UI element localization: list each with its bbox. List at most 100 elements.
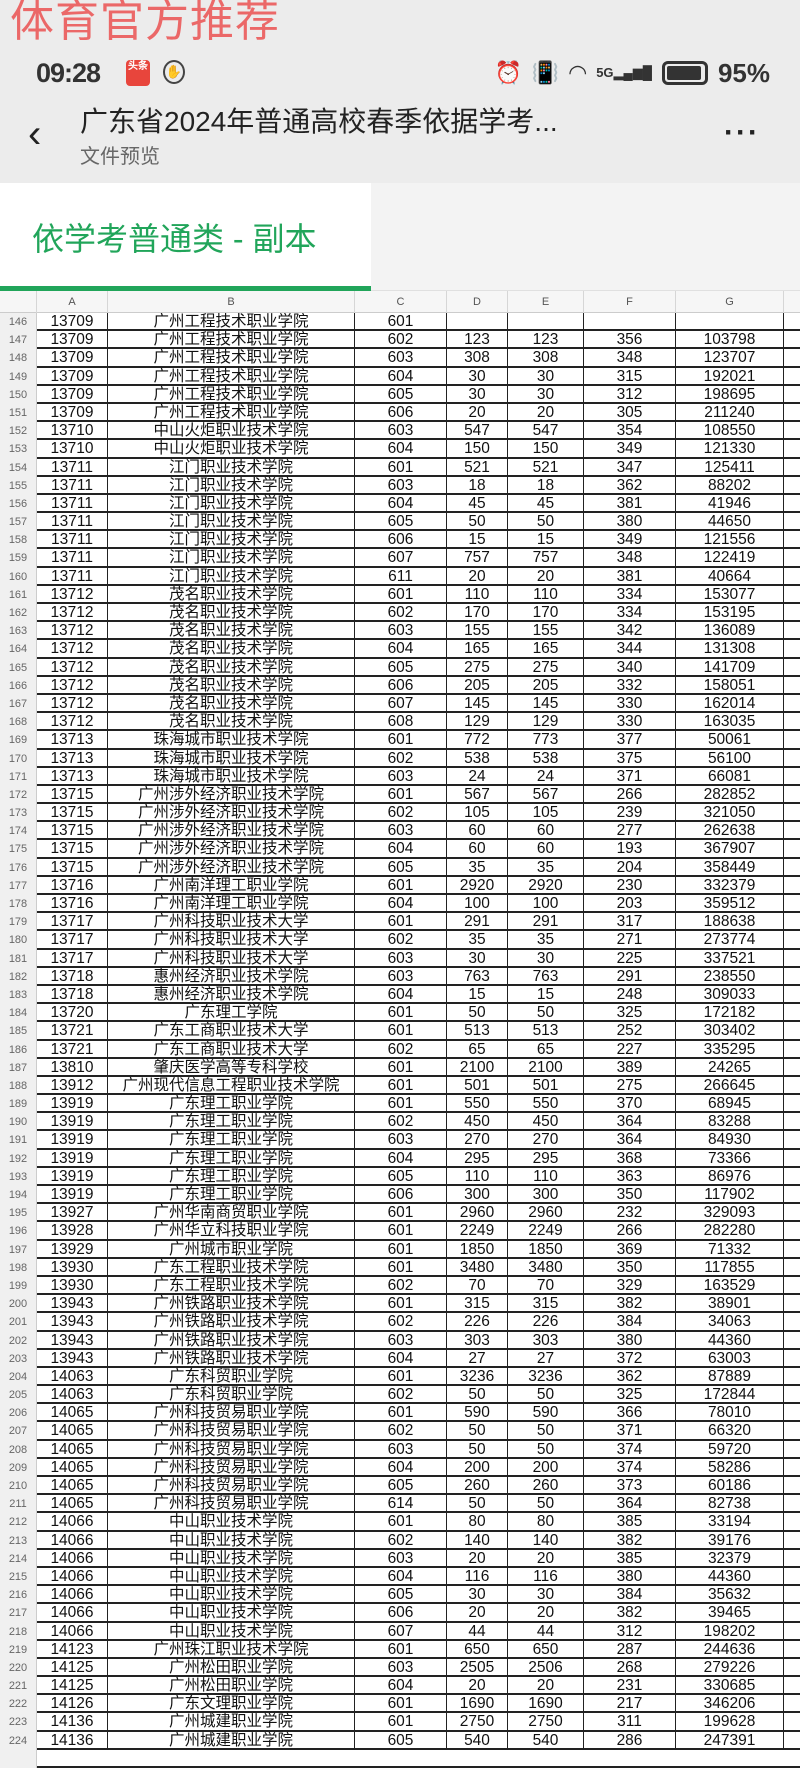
table-cell[interactable]: 603: [355, 822, 447, 841]
table-cell[interactable]: 广州涉外经济职业技术学院: [108, 785, 355, 805]
table-cell[interactable]: 605: [355, 513, 447, 532]
table-row[interactable]: 202 13943 广州铁路职业技术学院 603 303 303 380 44360: [0, 1331, 800, 1350]
table-cell[interactable]: 273774: [676, 931, 784, 950]
table-cell[interactable]: 中山火炬职业技术学院: [108, 440, 355, 459]
table-cell[interactable]: 165: [508, 640, 584, 659]
table-cell[interactable]: 356: [584, 331, 676, 350]
table-cell[interactable]: 24265: [676, 1058, 784, 1077]
table-cell[interactable]: 601: [355, 1076, 447, 1096]
table-cell[interactable]: 757: [508, 549, 584, 568]
table-cell[interactable]: 550: [508, 1095, 584, 1114]
table-cell[interactable]: 广东科贸职业学院: [108, 1367, 355, 1387]
table-cell[interactable]: 604: [355, 1677, 447, 1696]
more-icon[interactable]: ···: [724, 116, 760, 149]
spreadsheet-grid[interactable]: 146 13709 广州工程技术职业学院 601 147 13709 广州工程技术职业学院 6…: [0, 313, 800, 1768]
table-cell[interactable]: 330: [584, 713, 676, 732]
table-cell[interactable]: 332: [584, 676, 676, 695]
table-cell[interactable]: 13919: [37, 1095, 108, 1114]
table-cell[interactable]: 13712: [37, 658, 108, 677]
column-header[interactable]: E: [508, 291, 584, 313]
table-cell[interactable]: 162014: [676, 694, 784, 714]
corner-cell[interactable]: [0, 291, 37, 313]
table-cell[interactable]: 192021: [676, 367, 784, 386]
table-row[interactable]: 223 14136 广州城建职业学院 601 2750 2750 311 199628: [0, 1713, 800, 1732]
table-row[interactable]: 190 13919 广东理工职业学院 602 450 450 364 83288: [0, 1113, 800, 1132]
table-cell[interactable]: 39176: [676, 1531, 784, 1550]
table-cell[interactable]: 603: [355, 1549, 447, 1568]
table-cell[interactable]: 广州工程技术职业学院: [108, 349, 355, 368]
table-row[interactable]: 204 14063 广东科贸职业学院 601 3236 3236 362 87889: [0, 1367, 800, 1387]
table-cell[interactable]: 14066: [37, 1531, 108, 1550]
table-cell[interactable]: 136089: [676, 622, 784, 641]
table-cell[interactable]: 13919: [37, 1113, 108, 1132]
table-cell[interactable]: 373: [584, 1477, 676, 1496]
table-cell[interactable]: 605: [355, 658, 447, 677]
table-cell[interactable]: 567: [447, 785, 508, 805]
table-cell[interactable]: 279226: [676, 1658, 784, 1678]
table-cell[interactable]: 广州科技贸易职业学院: [108, 1495, 355, 1514]
column-header[interactable]: B: [108, 291, 355, 313]
table-cell[interactable]: 60: [508, 840, 584, 859]
table-cell[interactable]: 江门职业技术学院: [108, 549, 355, 568]
table-row[interactable]: 216 14066 中山职业技术学院 605 30 30 384 35632: [0, 1586, 800, 1605]
table-cell[interactable]: 广州工程技术职业学院: [108, 403, 355, 423]
table-cell[interactable]: 广州科技贸易职业学院: [108, 1404, 355, 1423]
table-cell[interactable]: 145: [508, 694, 584, 714]
table-cell[interactable]: 105: [508, 804, 584, 823]
table-cell[interactable]: 369: [584, 1240, 676, 1259]
table-cell[interactable]: 330685: [676, 1677, 784, 1696]
table-cell[interactable]: 226: [447, 1313, 508, 1332]
table-cell[interactable]: 110: [447, 1167, 508, 1186]
table-cell[interactable]: 13718: [37, 985, 108, 1005]
table-cell[interactable]: 江门职业技术学院: [108, 567, 355, 586]
table-row[interactable]: 160 13711 江门职业技术学院 611 20 20 381 40664: [0, 567, 800, 586]
table-row[interactable]: 147 13709 广州工程技术职业学院 602 123 123 356 103798: [0, 331, 800, 350]
table-row[interactable]: 185 13721 广东工商职业技术大学 601 513 513 252 303402: [0, 1022, 800, 1041]
table-cell[interactable]: 303: [447, 1331, 508, 1350]
table-cell[interactable]: 50: [508, 1440, 584, 1459]
table-cell[interactable]: 300: [508, 1186, 584, 1205]
column-header[interactable]: G: [676, 291, 784, 313]
table-cell[interactable]: 44360: [676, 1567, 784, 1587]
table-cell[interactable]: 13711: [37, 476, 108, 495]
table-cell[interactable]: 198695: [676, 385, 784, 404]
table-cell[interactable]: 2100: [508, 1058, 584, 1077]
table-cell[interactable]: 238550: [676, 967, 784, 986]
table-cell[interactable]: 13709: [37, 385, 108, 404]
table-cell[interactable]: 中山职业技术学院: [108, 1586, 355, 1605]
table-cell[interactable]: 广州城市职业学院: [108, 1240, 355, 1259]
table-cell[interactable]: 547: [447, 422, 508, 441]
table-cell[interactable]: 2505: [447, 1658, 508, 1678]
table-cell[interactable]: 30: [508, 385, 584, 404]
table-cell[interactable]: 广东理工职业学院: [108, 1131, 355, 1150]
table-cell[interactable]: 13709: [37, 313, 108, 332]
table-cell[interactable]: 381: [584, 494, 676, 514]
table-cell[interactable]: 茂名职业技术学院: [108, 585, 355, 604]
table-row[interactable]: 224 14136 广州城建职业学院 605 540 540 286 247391: [0, 1731, 800, 1750]
table-cell[interactable]: 601: [355, 1295, 447, 1314]
table-row[interactable]: 206 14065 广州科技贸易职业学院 601 590 590 366 78010: [0, 1404, 800, 1423]
table-cell[interactable]: 广州南洋理工职业学院: [108, 895, 355, 914]
table-cell[interactable]: 80: [508, 1513, 584, 1532]
table-cell[interactable]: 538: [508, 749, 584, 768]
table-cell[interactable]: 275: [584, 1076, 676, 1096]
table-cell[interactable]: 601: [355, 585, 447, 604]
table-cell[interactable]: 27: [508, 1349, 584, 1368]
table-cell[interactable]: 2506: [508, 1658, 584, 1678]
table-row[interactable]: 198 13930 广东工程职业技术学院 601 3480 3480 350 117855: [0, 1258, 800, 1277]
table-cell[interactable]: 141709: [676, 658, 784, 677]
table-cell[interactable]: 244636: [676, 1640, 784, 1659]
table-cell[interactable]: 13919: [37, 1186, 108, 1205]
table-cell[interactable]: 13712: [37, 640, 108, 659]
table-row[interactable]: 167 13712 茂名职业技术学院 607 145 145 330 162014: [0, 694, 800, 714]
table-row[interactable]: 219 14123 广州珠江职业技术学院 601 650 650 287 244636: [0, 1640, 800, 1659]
table-cell[interactable]: 江门职业技术学院: [108, 494, 355, 514]
table-cell[interactable]: 广州华立科技职业学院: [108, 1222, 355, 1241]
table-cell[interactable]: 广东文理职业学院: [108, 1695, 355, 1714]
table-cell[interactable]: 13943: [37, 1295, 108, 1314]
table-cell[interactable]: 165: [447, 640, 508, 659]
table-cell[interactable]: 13721: [37, 1040, 108, 1059]
table-cell[interactable]: 广州工程技术职业学院: [108, 331, 355, 350]
table-cell[interactable]: 603: [355, 967, 447, 986]
table-cell[interactable]: 13718: [37, 967, 108, 986]
